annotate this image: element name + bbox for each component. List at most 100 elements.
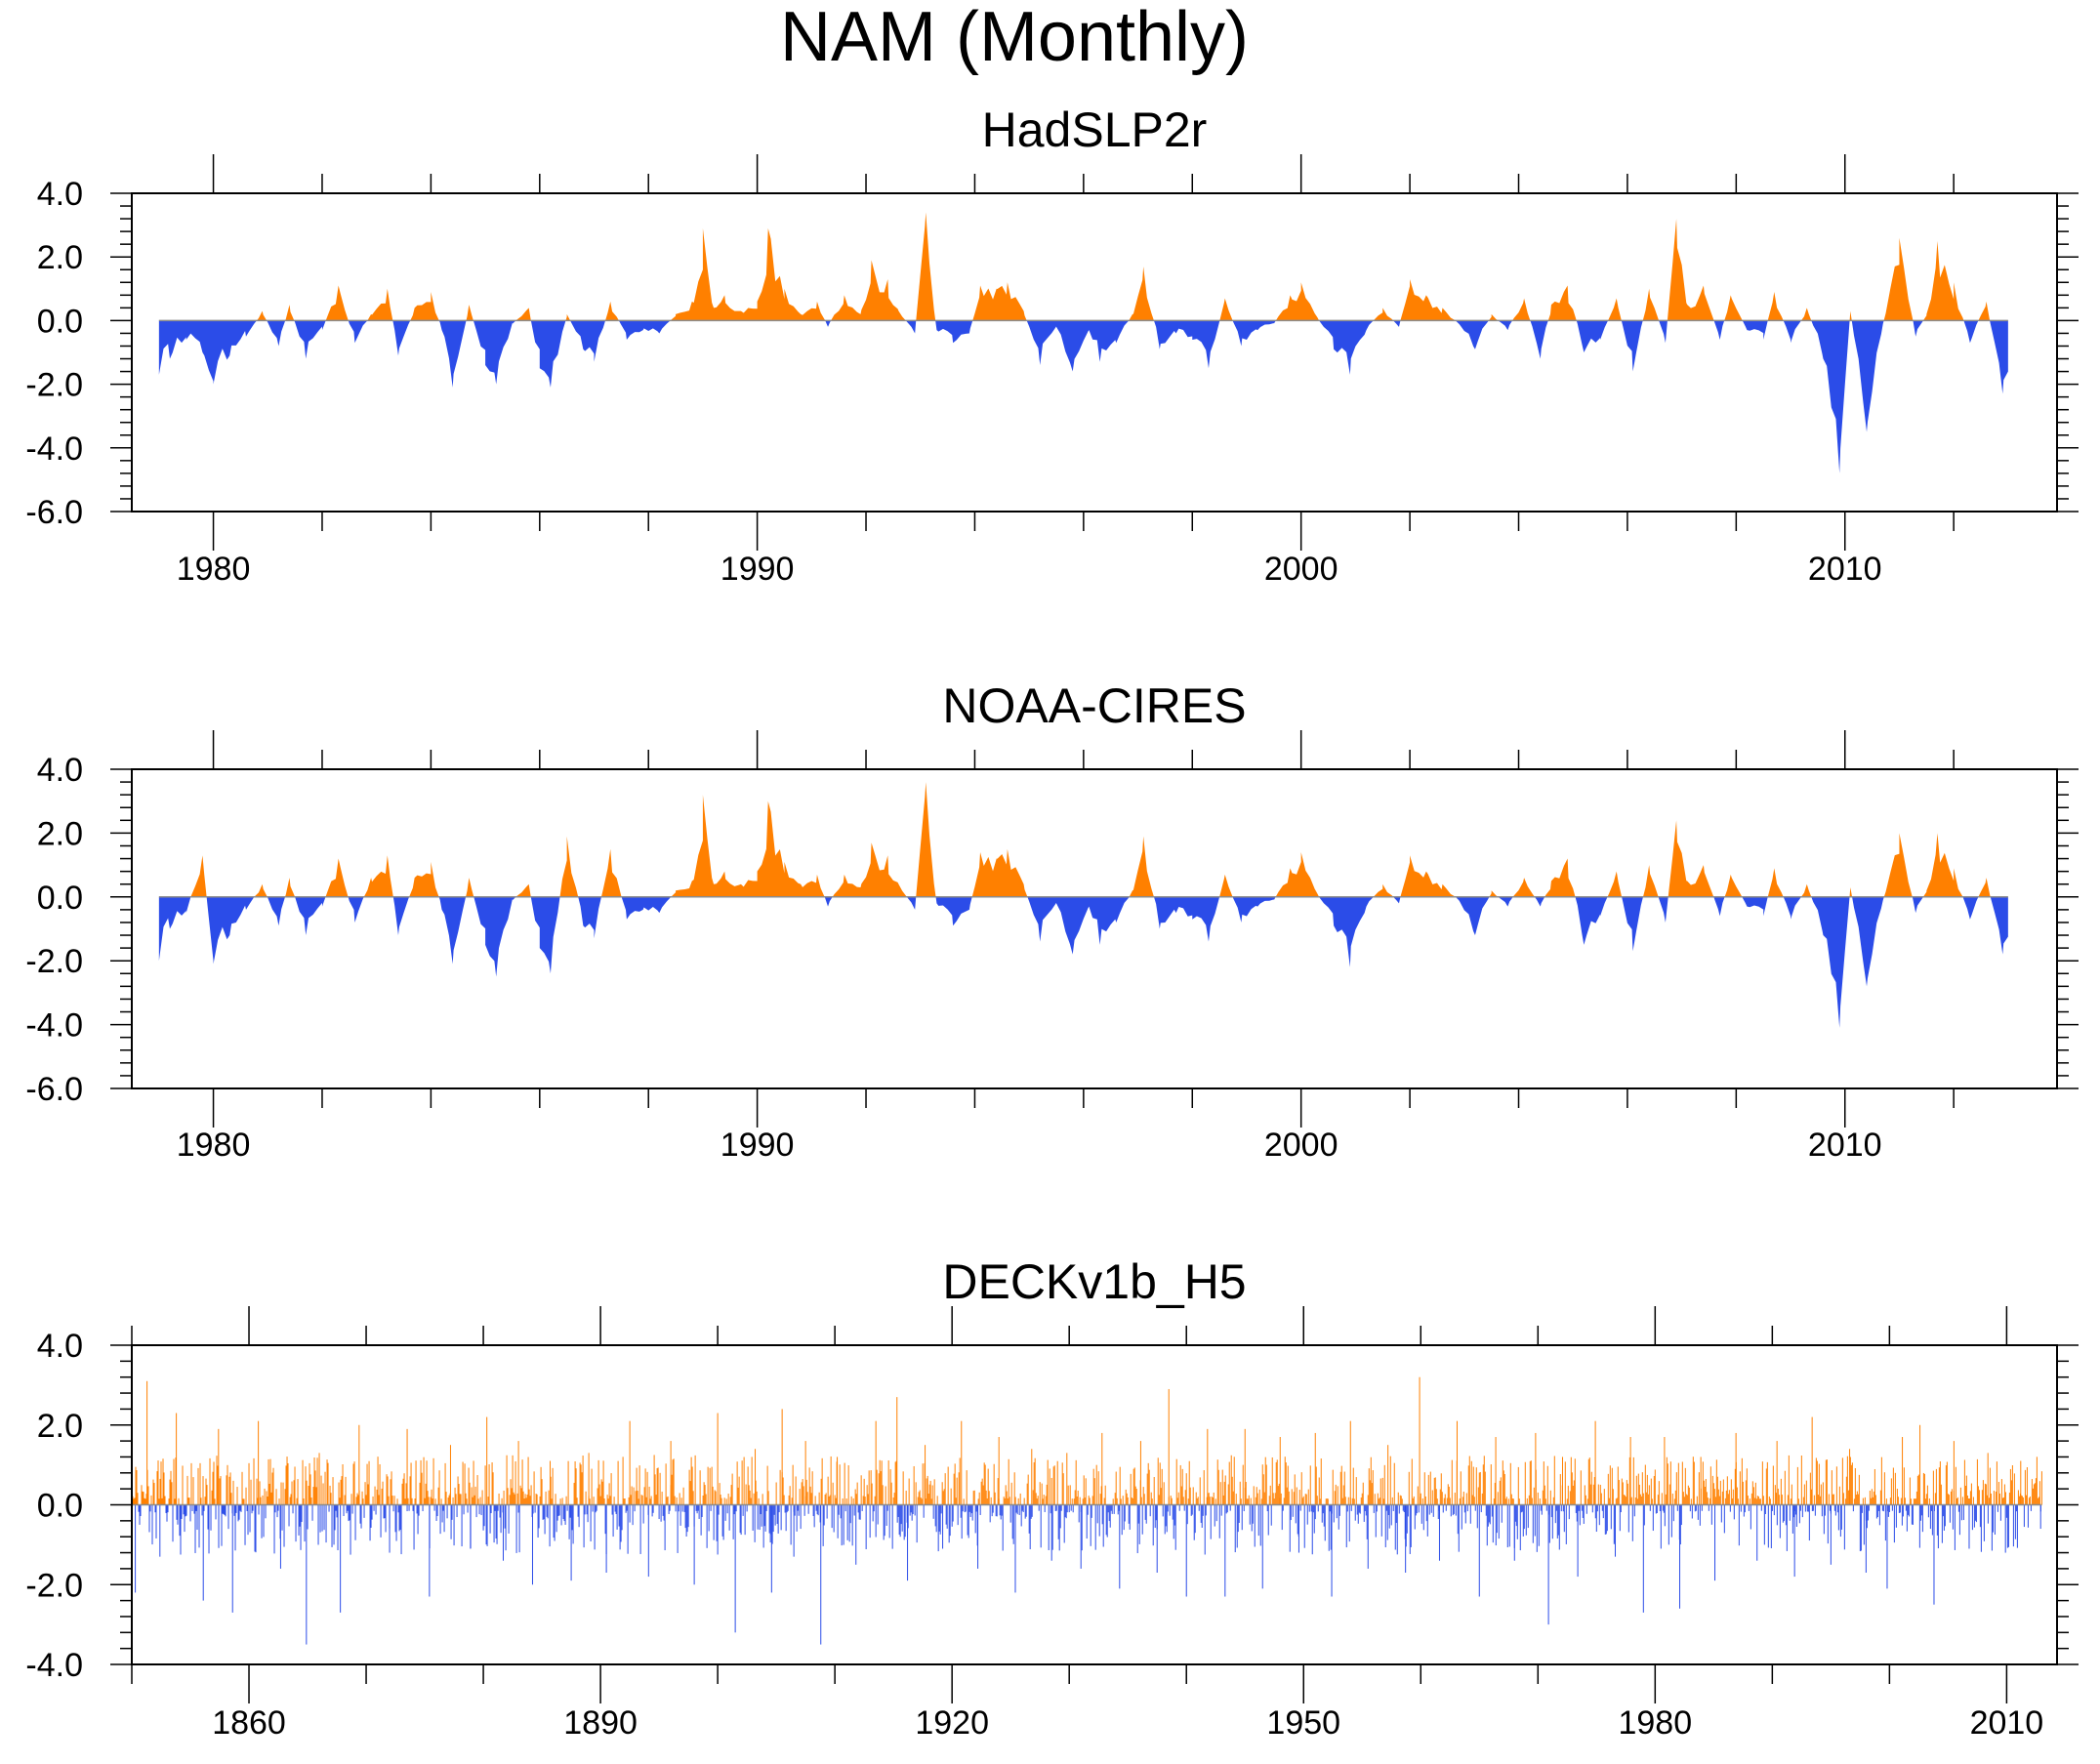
positive-bar	[1526, 1497, 1528, 1505]
negative-bar	[658, 1504, 660, 1520]
negative-bar	[1498, 1504, 1500, 1539]
positive-bar	[559, 1498, 561, 1505]
negative-bar	[1106, 1504, 1108, 1538]
positive-bar	[1709, 1466, 1711, 1505]
negative-bar	[1884, 1504, 1886, 1541]
positive-bar	[1683, 1497, 1685, 1505]
positive-bar	[1587, 1458, 1589, 1505]
positive-bar	[1923, 1473, 1925, 1505]
positive-bar	[305, 1466, 307, 1505]
negative-bar	[246, 1504, 248, 1511]
negative-bar	[826, 1504, 828, 1519]
positive-bar	[1728, 1490, 1730, 1505]
positive-bar	[959, 1457, 961, 1505]
positive-bar	[327, 1462, 329, 1505]
positive-bar	[1574, 1458, 1576, 1505]
negative-bar	[183, 1504, 185, 1515]
positive-bar	[825, 1493, 827, 1505]
positive-bar	[829, 1495, 831, 1505]
y-tick-label: -4.0	[25, 1647, 83, 1684]
positive-bar	[1095, 1464, 1097, 1505]
negative-bar	[999, 1504, 1001, 1516]
negative-bar	[1536, 1504, 1538, 1552]
positive-bar	[230, 1493, 232, 1505]
negative-bar	[258, 1504, 260, 1515]
positive-bar	[679, 1493, 680, 1505]
negative-bar	[914, 1504, 916, 1516]
negative-bar	[916, 1504, 918, 1543]
positive-bar	[954, 1463, 956, 1505]
negative-bar	[563, 1504, 565, 1522]
positive-bar	[835, 1497, 837, 1505]
negative-bar	[1002, 1504, 1004, 1551]
negative-bar	[1322, 1504, 1324, 1514]
negative-bar	[203, 1504, 205, 1511]
positive-bar	[1490, 1464, 1492, 1505]
negative-bar	[1063, 1504, 1065, 1543]
negative-bar	[945, 1504, 947, 1525]
positive-bar	[599, 1496, 601, 1505]
positive-bar	[1924, 1498, 1926, 1505]
positive-bar	[458, 1484, 460, 1505]
negative-bar	[595, 1504, 597, 1513]
negative-bar	[502, 1504, 504, 1561]
negative-bar	[1983, 1504, 1985, 1541]
positive-bar	[674, 1496, 676, 1505]
positive-bar	[1589, 1484, 1591, 1505]
negative-bar	[1478, 1504, 1480, 1597]
negative-bar	[901, 1504, 903, 1532]
figure-title: NAM (Monthly)	[780, 0, 1249, 76]
positive-bar	[565, 1496, 567, 1505]
positive-bar	[1180, 1486, 1182, 1505]
negative-bar	[194, 1504, 196, 1553]
plot-frame	[131, 192, 2058, 513]
positive-bar	[1664, 1437, 1666, 1505]
negative-bar	[677, 1504, 679, 1553]
positive-bar	[1265, 1464, 1267, 1505]
negative-bar	[1560, 1504, 1562, 1512]
negative-bar	[1670, 1504, 1672, 1538]
positive-bar	[862, 1496, 864, 1505]
positive-bar	[524, 1494, 526, 1505]
negative-bar	[1655, 1504, 1657, 1514]
positive-bar	[982, 1485, 984, 1505]
positive-bar	[1477, 1487, 1479, 1505]
negative-bar	[1363, 1504, 1365, 1522]
positive-bar	[1844, 1498, 1846, 1505]
negative-bar	[898, 1504, 900, 1536]
positive-bar	[378, 1495, 380, 1505]
negative-bar	[734, 1504, 736, 1633]
negative-bar	[1743, 1504, 1745, 1517]
positive-bar	[1989, 1467, 1991, 1505]
negative-bar	[1496, 1504, 1498, 1534]
negative-bar	[1519, 1504, 1521, 1551]
positive-bar	[1621, 1478, 1623, 1505]
negative-bar	[369, 1504, 371, 1541]
positive-bar	[981, 1478, 983, 1505]
negative-bar	[1662, 1504, 1664, 1511]
negative-bar	[1905, 1504, 1907, 1511]
negative-bar	[1048, 1504, 1050, 1550]
negative-bar	[1121, 1504, 1123, 1536]
positive-bar	[1569, 1491, 1571, 1505]
positive-bar	[1780, 1478, 1782, 1505]
negative-bar	[1957, 1504, 1959, 1512]
negative-bar	[772, 1504, 774, 1533]
positive-bar	[1897, 1497, 1899, 1505]
negative-bar	[207, 1504, 209, 1530]
panel-title: DECKv1b_H5	[942, 1254, 1246, 1309]
positive-bar	[1179, 1464, 1181, 1505]
negative-bar	[1861, 1504, 1863, 1513]
negative-bar	[1886, 1504, 1888, 1512]
negative-bar	[1776, 1504, 1778, 1526]
negative-bar	[583, 1504, 585, 1548]
positive-bar	[548, 1490, 550, 1505]
negative-bar	[1987, 1504, 1989, 1524]
positive-bar	[921, 1498, 923, 1505]
negative-bar	[1878, 1504, 1880, 1526]
positive-bar	[1083, 1475, 1085, 1505]
y-tick-label: -2.0	[25, 943, 83, 980]
negative-bar	[1565, 1504, 1567, 1544]
negative-bar	[534, 1504, 536, 1513]
negative-bar	[1980, 1504, 1982, 1552]
